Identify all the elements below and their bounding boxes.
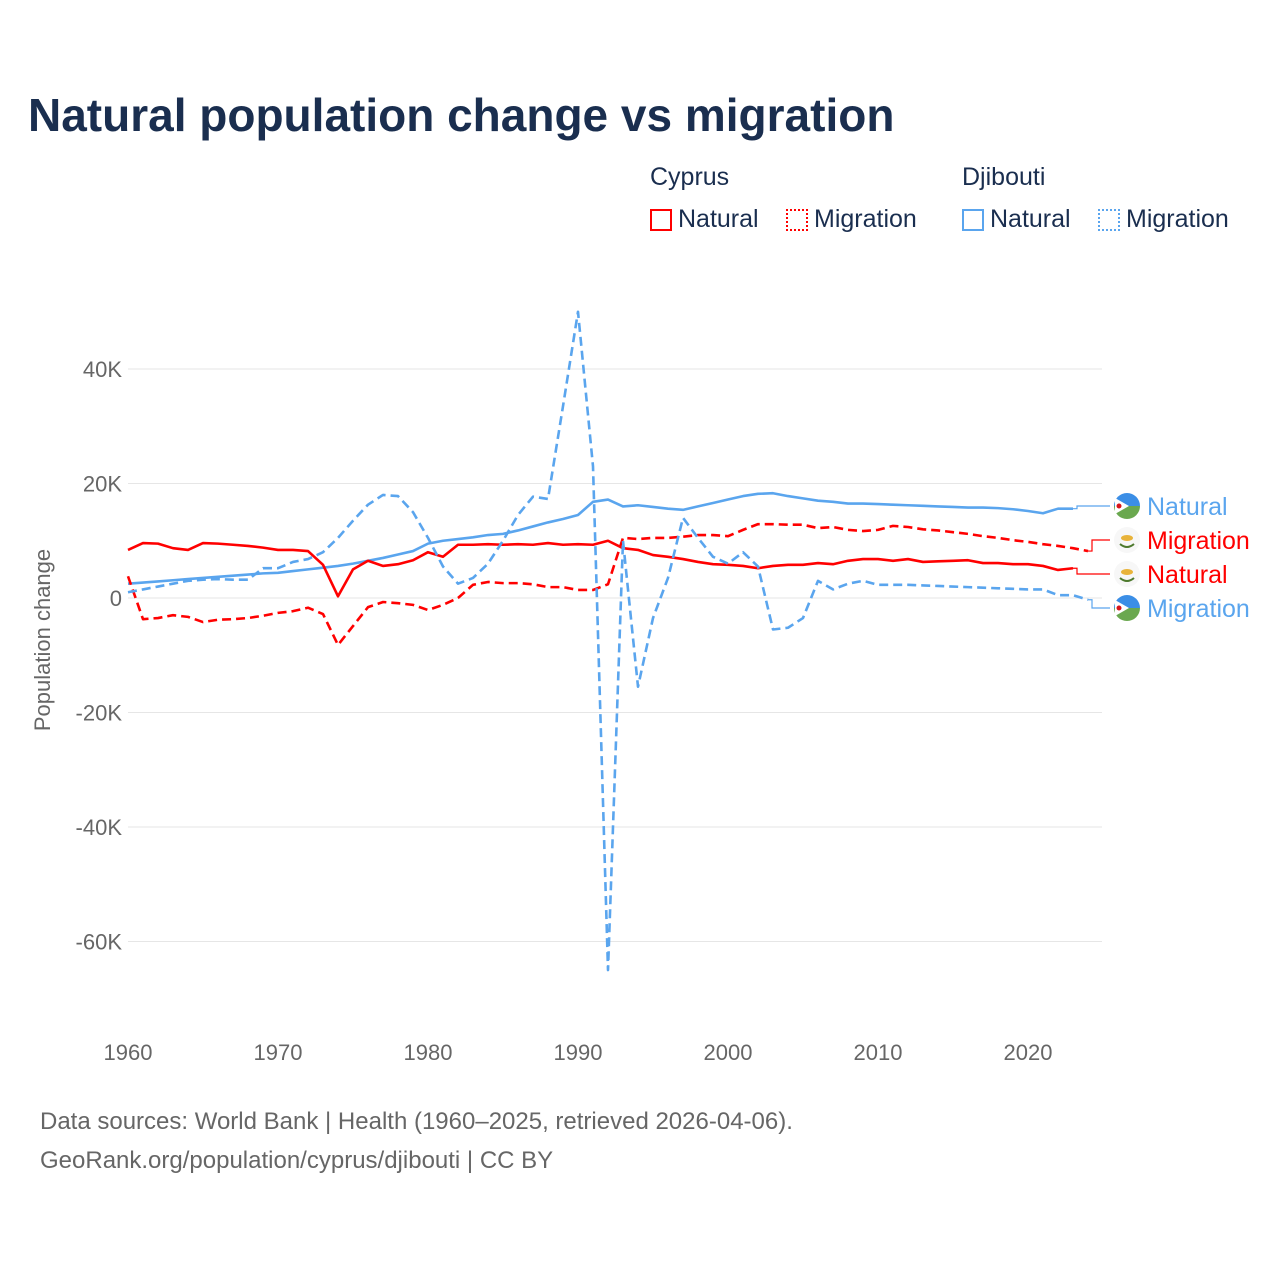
label-connector bbox=[1073, 567, 1110, 575]
y-tick-label: -20K bbox=[76, 701, 123, 726]
y-tick-label: 20K bbox=[83, 472, 122, 497]
legend-djibouti-migration[interactable]: Migration bbox=[1098, 205, 1229, 234]
legend-cyprus-natural[interactable]: Natural bbox=[650, 205, 759, 234]
flag-triangle bbox=[1115, 498, 1129, 514]
legend-swatch-dotted bbox=[786, 208, 808, 231]
djibouti-flag-icon bbox=[1114, 493, 1140, 519]
cyprus-flag-icon bbox=[1114, 561, 1140, 587]
legend-cyprus-migration[interactable]: Migration bbox=[786, 205, 917, 234]
legend-group-djibouti: Djibouti bbox=[962, 163, 1046, 191]
series-end-label: Migration bbox=[1147, 595, 1250, 623]
x-tick-label: 1970 bbox=[254, 1040, 303, 1065]
series-end-label: Migration bbox=[1147, 527, 1250, 555]
legend-label: Migration bbox=[1126, 205, 1229, 233]
flag-island bbox=[1121, 535, 1133, 541]
flag-branches bbox=[1119, 577, 1135, 582]
y-axis-label: Population change bbox=[30, 549, 55, 731]
label-connector bbox=[1088, 599, 1110, 609]
legend-swatch-solid bbox=[650, 208, 672, 231]
x-tick-label: 1990 bbox=[554, 1040, 603, 1065]
x-tick-label: 1980 bbox=[404, 1040, 453, 1065]
y-tick-label: -40K bbox=[76, 815, 123, 840]
flag-island bbox=[1121, 569, 1133, 575]
x-tick-label: 2020 bbox=[1004, 1040, 1053, 1065]
x-tick-label: 2010 bbox=[854, 1040, 903, 1065]
legend-swatch-dotted bbox=[1098, 208, 1120, 231]
djibouti-flag-icon bbox=[1114, 595, 1140, 621]
legend-label: Natural bbox=[990, 205, 1071, 233]
legend-group-cyprus: Cyprus bbox=[650, 163, 730, 191]
series-line-djibouti-migration bbox=[127, 310, 1089, 972]
footer-sources: Data sources: World Bank | Health (1960–… bbox=[40, 1108, 793, 1135]
series-end-label: Natural bbox=[1147, 561, 1228, 589]
chart-title: Natural population change vs migration bbox=[28, 89, 895, 141]
flag-branches bbox=[1119, 543, 1135, 548]
y-tick-label: 0 bbox=[110, 586, 122, 611]
series-line-cyprus-natural bbox=[127, 539, 1074, 598]
flag-star bbox=[1116, 503, 1122, 509]
flag-triangle bbox=[1115, 600, 1129, 616]
label-connector bbox=[1088, 539, 1110, 552]
series-line-djibouti-natural bbox=[127, 491, 1073, 585]
y-tick-label: 40K bbox=[83, 357, 122, 382]
cyprus-flag-icon bbox=[1114, 527, 1140, 553]
legend-label: Natural bbox=[678, 205, 759, 233]
y-tick-label: -60K bbox=[76, 930, 123, 955]
series-line-cyprus-migration bbox=[126, 522, 1089, 647]
flag-star bbox=[1116, 605, 1122, 611]
legend-label: Migration bbox=[814, 205, 917, 233]
label-connector bbox=[1073, 505, 1110, 510]
footer-link[interactable]: GeoRank.org/population/cyprus/djibouti |… bbox=[40, 1147, 554, 1174]
legend-swatch-solid bbox=[962, 208, 984, 231]
x-tick-label: 1960 bbox=[104, 1040, 153, 1065]
series-end-label: Natural bbox=[1147, 493, 1228, 521]
x-tick-label: 2000 bbox=[704, 1040, 753, 1065]
legend-djibouti-natural[interactable]: Natural bbox=[962, 205, 1071, 234]
